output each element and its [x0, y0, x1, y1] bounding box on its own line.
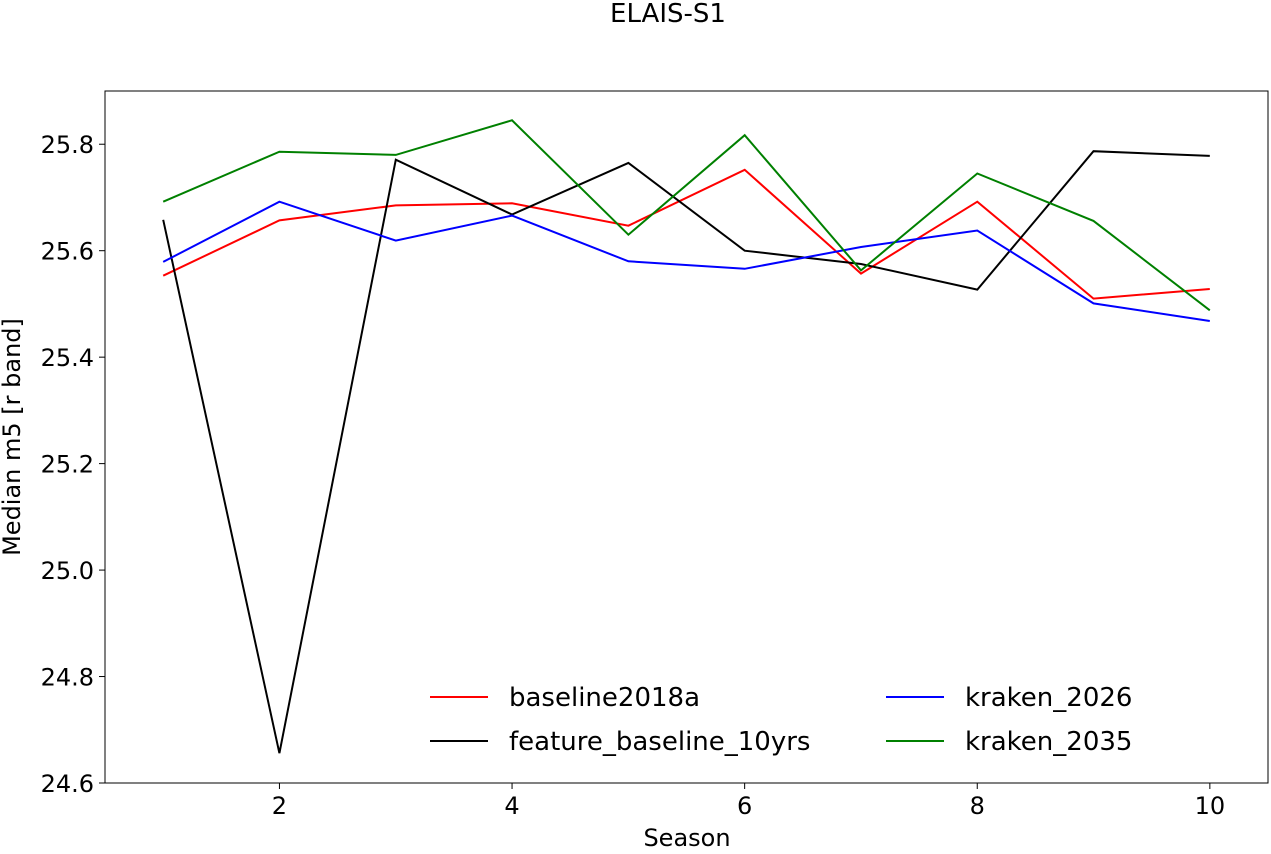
x-tick-label: 6: [737, 792, 752, 820]
series-line-baseline2018a: [162, 168, 1210, 300]
y-axis: 24.6 24.8 25.0 25.2 25.4 25.6 25.8: [41, 131, 105, 798]
plot-area: [104, 90, 1269, 784]
legend-label: kraken_2035: [965, 727, 1132, 757]
legend-label: kraken_2026: [965, 683, 1132, 713]
y-tick-label: 25.6: [41, 238, 94, 266]
y-tick-label: 25.0: [41, 557, 94, 585]
x-axis: 2 4 6 8 10: [272, 783, 1225, 820]
y-tick-label: 25.8: [41, 131, 94, 159]
legend-label: baseline2018a: [509, 683, 700, 713]
chart-title: ELAIS-S1: [610, 0, 726, 29]
y-axis-label: Median m5 [r band]: [0, 318, 26, 556]
legend-label: feature_baseline_10yrs: [509, 727, 810, 757]
y-tick-label: 25.4: [41, 344, 94, 372]
series-layer: [162, 119, 1211, 754]
x-tick-label: 4: [504, 792, 519, 820]
series-line-kraken_2035: [162, 119, 1211, 312]
series-line-kraken_2026: [162, 200, 1210, 322]
y-tick-label: 25.2: [41, 451, 94, 479]
x-tick-label: 10: [1195, 792, 1226, 820]
x-tick-label: 8: [970, 792, 985, 820]
legend: baseline2018a feature_baseline_10yrs krake…: [430, 683, 1132, 757]
x-axis-label: Season: [643, 824, 730, 852]
series-line-feature_baseline_10yrs: [162, 150, 1210, 754]
y-tick-label: 24.8: [41, 664, 94, 692]
y-tick-label: 24.6: [41, 770, 94, 798]
x-tick-label: 2: [272, 792, 287, 820]
